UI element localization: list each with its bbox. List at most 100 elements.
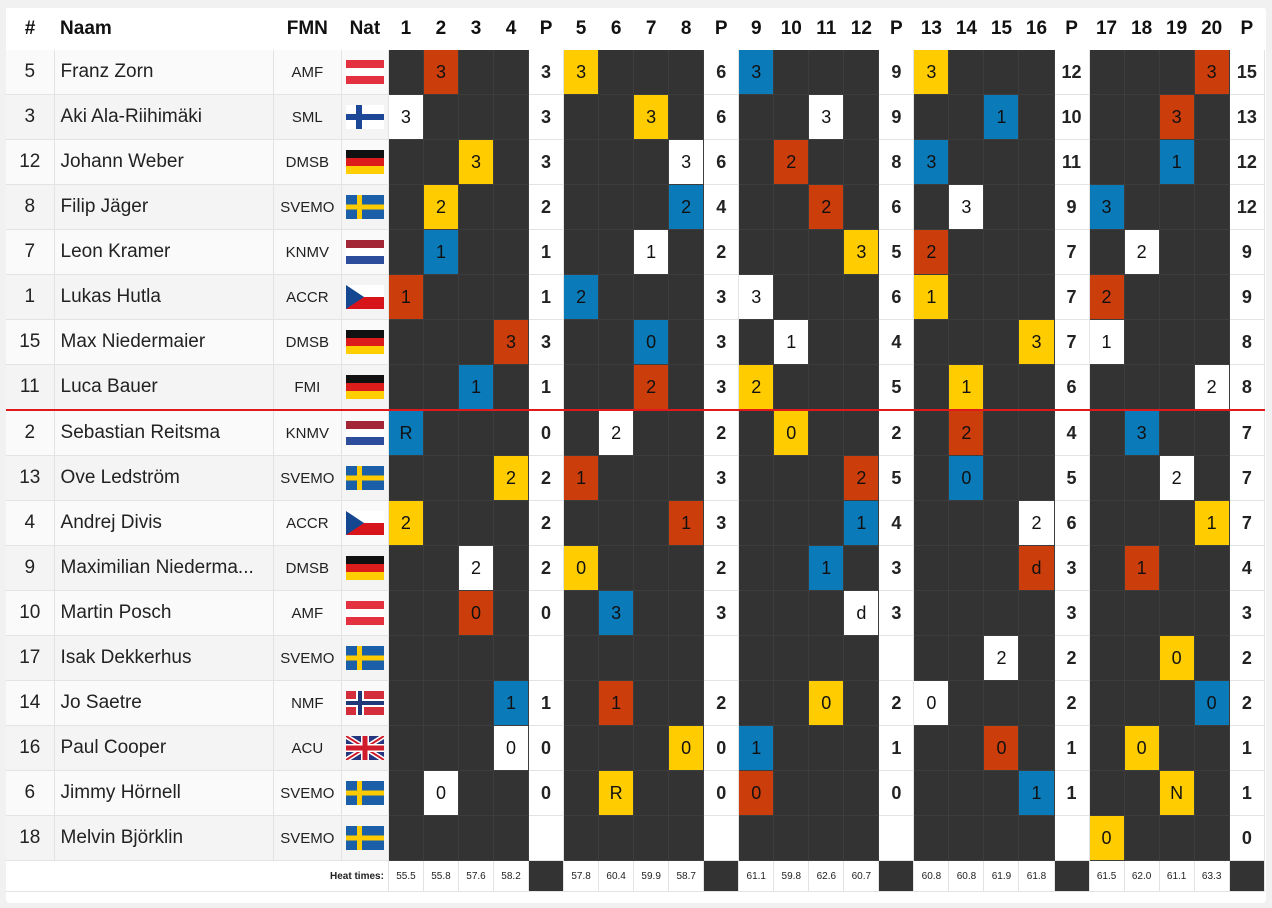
rider-name[interactable]: Jo Saetre <box>54 680 274 726</box>
header-heat-13[interactable]: 13 <box>913 8 949 50</box>
header-heat-8[interactable]: 8 <box>668 8 704 50</box>
heat-result-cell <box>633 635 670 681</box>
heat-result-cell <box>1124 815 1160 861</box>
rider-name[interactable]: Leon Kramer <box>54 229 274 275</box>
rider-name[interactable]: Franz Zorn <box>54 50 274 95</box>
heat-result-cell: 3 <box>668 139 705 185</box>
header-heat-19[interactable]: 19 <box>1159 8 1195 50</box>
points-subtotal: 3 <box>703 455 740 501</box>
rider-nationality <box>341 725 389 771</box>
header-heat-16[interactable]: 16 <box>1018 8 1055 50</box>
rider-row: 17 Isak Dekkerhus SVEMO 2 2 0 2 <box>6 635 1266 681</box>
rider-name[interactable]: Lukas Hutla <box>54 274 274 320</box>
header-nat[interactable]: Nat <box>341 8 389 50</box>
header-heat-11[interactable]: 11 <box>808 8 844 50</box>
header-heat-15[interactable]: 15 <box>983 8 1019 50</box>
rider-name[interactable]: Max Niedermaier <box>54 319 274 365</box>
header-name[interactable]: Naam <box>54 8 274 50</box>
rider-number: 10 <box>6 590 55 636</box>
header-heat-4[interactable]: 4 <box>493 8 529 50</box>
header-points[interactable]: P <box>528 8 564 50</box>
header-points[interactable]: P <box>1054 8 1090 50</box>
header-heat-7[interactable]: 7 <box>633 8 669 50</box>
rider-name[interactable]: Andrej Divis <box>54 500 274 546</box>
header-heat-10[interactable]: 10 <box>773 8 809 50</box>
header-fmn[interactable]: FMN <box>273 8 342 50</box>
rider-name[interactable]: Aki Ala-Riihimäki <box>54 94 274 140</box>
heat-result-cell <box>773 50 810 95</box>
rider-nationality <box>341 94 389 140</box>
heat-result-cell: 0 <box>913 680 950 726</box>
heat-result-cell <box>388 184 424 230</box>
header-heat-12[interactable]: 12 <box>843 8 879 50</box>
points-subtotal: 9 <box>1054 184 1090 230</box>
header-heat-5[interactable]: 5 <box>563 8 599 50</box>
rider-federation: ACU <box>273 725 342 771</box>
rider-name[interactable]: Luca Bauer <box>54 364 274 411</box>
rider-name[interactable]: Sebastian Reitsma <box>54 410 274 456</box>
rider-name[interactable]: Johann Weber <box>54 139 274 185</box>
rider-name[interactable]: Maximilian Niederma... <box>54 545 274 591</box>
heat-time: 59.9 <box>633 860 670 892</box>
rider-federation: SVEMO <box>273 770 342 816</box>
points-subtotal: 1 <box>528 364 565 411</box>
heat-result-cell: 1 <box>1159 139 1195 185</box>
header-heat-9[interactable]: 9 <box>738 8 774 50</box>
rider-nationality <box>341 274 389 320</box>
heat-result-cell <box>773 364 810 411</box>
header-heat-18[interactable]: 18 <box>1124 8 1160 50</box>
heat-result-cell <box>493 50 530 95</box>
header-heat-2[interactable]: 2 <box>423 8 459 50</box>
rider-name[interactable]: Martin Posch <box>54 590 274 636</box>
rider-name[interactable]: Paul Cooper <box>54 725 274 771</box>
heat-result-cell: 1 <box>808 545 845 591</box>
heat-result-cell <box>1018 94 1055 140</box>
header-points[interactable]: P <box>878 8 914 50</box>
heat-result-cell <box>738 410 775 456</box>
heat-result-cell <box>1159 545 1195 591</box>
header-heat-14[interactable]: 14 <box>948 8 984 50</box>
heat-result-cell: 3 <box>388 94 424 140</box>
heat-result-cell <box>633 455 670 501</box>
heat-result-cell: 1 <box>598 680 635 726</box>
heat-result-cell <box>423 500 459 546</box>
heat-result-cell: 3 <box>738 274 775 320</box>
header-heat-1[interactable]: 1 <box>388 8 424 50</box>
header-heat-20[interactable]: 20 <box>1194 8 1230 50</box>
heat-result-cell <box>843 94 880 140</box>
rider-name[interactable]: Jimmy Hörnell <box>54 770 274 816</box>
heat-result-cell <box>388 680 424 726</box>
rider-name[interactable]: Isak Dekkerhus <box>54 635 274 681</box>
points-total: 15 <box>1229 50 1266 95</box>
heat-result-cell <box>423 410 459 456</box>
heat-result-cell <box>1194 635 1230 681</box>
heat-result-cell: 3 <box>1124 410 1160 456</box>
header-points[interactable]: P <box>703 8 739 50</box>
heat-result-cell <box>1124 590 1160 636</box>
heat-result-cell <box>843 410 880 456</box>
heat-result-cell <box>843 139 880 185</box>
rider-number: 3 <box>6 94 55 140</box>
heat-result-cell <box>808 455 845 501</box>
header-heat-17[interactable]: 17 <box>1089 8 1125 50</box>
heat-result-cell <box>843 770 880 816</box>
heat-result-cell: 1 <box>773 319 810 365</box>
heat-result-cell: 0 <box>1124 725 1160 771</box>
rider-name[interactable]: Filip Jäger <box>54 184 274 230</box>
heat-result-cell: 3 <box>843 229 880 275</box>
standings-panel: # Naam FMN Nat 1 2 3 4 P 5 6 7 8 P 9 10 11 12 P 13 14 15 1… <box>6 8 1266 903</box>
points-subtotal: 6 <box>703 50 740 95</box>
rider-nationality <box>341 364 389 411</box>
header-pos[interactable]: # <box>6 8 55 50</box>
header-heat-6[interactable]: 6 <box>598 8 634 50</box>
heat-time: 60.4 <box>598 860 635 892</box>
rider-name[interactable]: Ove Ledström <box>54 455 274 501</box>
points-subtotal: 6 <box>1054 364 1090 411</box>
header-points[interactable]: P <box>1229 8 1265 50</box>
rider-name[interactable]: Melvin Björklin <box>54 815 274 861</box>
heat-result-cell: 2 <box>913 229 950 275</box>
heat-result-cell <box>633 500 670 546</box>
heat-result-cell <box>913 545 950 591</box>
header-heat-3[interactable]: 3 <box>458 8 494 50</box>
heat-result-cell <box>423 319 459 365</box>
